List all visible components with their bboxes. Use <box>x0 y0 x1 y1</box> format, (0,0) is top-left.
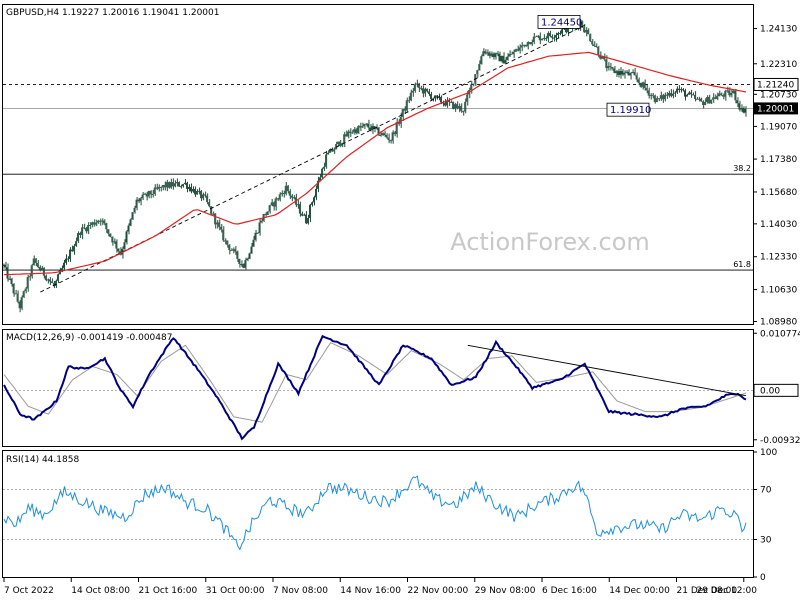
price-axis-label: 1.20730 <box>760 90 797 100</box>
moving-average-line <box>3 51 747 276</box>
macd-current-tag-label: 0.00 <box>760 386 780 396</box>
macd-current-tag <box>753 383 799 397</box>
x-axis-label: 7 Nov 08:00 <box>273 586 328 596</box>
macd-panel: MACD(12,26,9) -0.001419 -0.000487 0.0107… <box>2 329 800 447</box>
x-axis-label: 7 Oct 2022 <box>4 586 54 596</box>
x-axis-label: 29 Dec 12:00 <box>696 586 757 596</box>
fib-level-label: 38.2 <box>733 164 751 173</box>
x-axis: 7 Oct 2022 14 Oct 08:00 21 Oct 16:00 31 Oct… <box>3 578 757 596</box>
rsi-axis-label: 0 <box>760 573 766 583</box>
rsi-panel-frame <box>2 450 754 578</box>
level-price-tag-label: 1.21240 <box>757 80 794 90</box>
x-axis-label: 21 Oct 16:00 <box>139 586 198 596</box>
macd-line <box>3 334 747 441</box>
price-axis-label: 1.22310 <box>760 60 797 70</box>
price-panel: GBPUSD,H4 1.19227 1.20016 1.19041 1.2000… <box>2 4 799 327</box>
price-annotation-label: 1.19910 <box>610 105 651 116</box>
price-axis-label: 1.19070 <box>760 122 797 132</box>
macd-signal-line <box>3 342 747 423</box>
macd-axis-label: 0.010774 <box>760 329 800 339</box>
x-axis-label: 21 Dec 08:00 <box>677 586 738 596</box>
price-axis-label: 1.15680 <box>760 188 797 198</box>
macd-trendline <box>467 344 747 397</box>
price-axis-label: 1.24130 <box>760 25 797 35</box>
price-axis-label: 1.08980 <box>760 317 797 327</box>
price-annotation-label: 1.24450 <box>541 17 582 28</box>
rsi-axis-label: 30 <box>760 536 772 546</box>
rsi-axis-label: 100 <box>760 448 777 458</box>
rsi-panel-title: RSI(14) 44.1858 <box>6 455 79 465</box>
x-axis-label: 22 Nov 00:00 <box>408 586 469 596</box>
price-annotation-box <box>606 102 650 117</box>
rsi-line <box>3 475 747 551</box>
price-axis-label: 1.12330 <box>760 253 797 263</box>
price-annotation-box <box>537 14 581 29</box>
price-panel-frame <box>2 4 754 325</box>
fib-level-label: 61.8 <box>733 260 751 269</box>
price-axis-label: 1.17380 <box>760 155 797 165</box>
x-axis-label: 14 Nov 16:00 <box>340 586 401 596</box>
macd-panel-title: MACD(12,26,9) -0.001419 -0.000487 <box>6 333 172 343</box>
price-axis-label: 1.14030 <box>760 220 797 230</box>
level-price-tag <box>753 77 799 91</box>
price-panel-title: GBPUSD,H4 1.19227 1.20016 1.19041 1.2000… <box>6 8 219 18</box>
current-price-tag <box>754 102 798 115</box>
x-axis-label: 29 Nov 08:00 <box>475 586 536 596</box>
rsi-axis-label: 70 <box>760 486 772 496</box>
macd-axis-label: -0.009328 <box>760 436 800 446</box>
x-axis-label: 6 Dec 16:00 <box>542 586 597 596</box>
x-axis-label: 14 Dec 00:00 <box>609 586 670 596</box>
x-axis-label: 31 Oct 00:00 <box>206 586 265 596</box>
watermark: ActionForex.com <box>450 228 650 256</box>
current-price-tag-label: 1.20001 <box>757 104 794 114</box>
price-axis-label: 1.10630 <box>760 286 797 296</box>
x-axis-label: 14 Oct 08:00 <box>71 586 130 596</box>
rsi-panel: RSI(14) 44.1858 100 70 30 0 <box>2 448 777 583</box>
